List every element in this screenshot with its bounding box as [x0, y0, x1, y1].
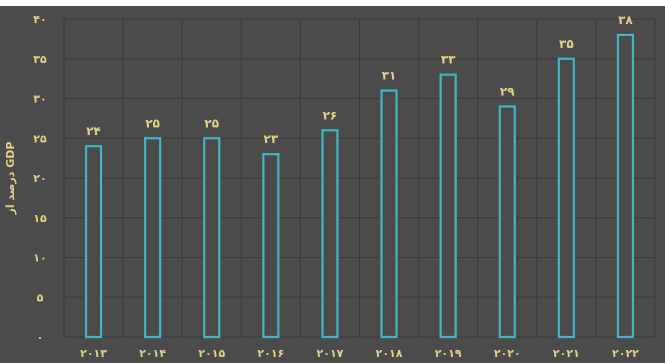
data-label: ۲۵ [204, 116, 219, 130]
data-label: ۲۴ [86, 124, 101, 138]
x-tick-label: ۲۰۲۲ [612, 347, 639, 360]
bar [262, 153, 280, 339]
x-tick-label: ۲۰۱۶ [257, 347, 284, 360]
chart-frame: ۲۴ ۲۵ ۲۵ ۲۳ ۲۶ ۳۱ ۳۳ ۲۹ ۳۵ ۳۸ ۰ ۵ ۱۰ ۱۵ ۲۰ ۲۵ ۳۰ ۳۵ ۴۰ ۲۰… [0, 6, 665, 363]
x-tick-label: ۲۰۱۵ [198, 347, 225, 360]
y-tick-label: ۵ [37, 291, 44, 304]
y-tick-label: ۰ [37, 331, 44, 344]
bar [380, 89, 398, 339]
x-axis-ticks: ۲۰۱۳ ۲۰۱۴ ۲۰۱۵ ۲۰۱۶ ۲۰۱۷ ۲۰۱۸ ۲۰۱۹ ۲۰۲۰ ۲۰۲۱ ۲۰۲۲ [80, 347, 639, 360]
data-label: ۳۳ [441, 53, 456, 67]
bar [557, 57, 575, 339]
data-label: ۳۸ [618, 13, 633, 27]
x-tick-label: ۲۰۱۴ [139, 347, 166, 360]
data-label: ۲۶ [323, 108, 338, 122]
x-tick-label: ۲۰۱۷ [317, 347, 344, 360]
data-label: ۳۱ [382, 69, 397, 83]
bar [439, 73, 457, 339]
y-tick-label: ۲۵ [33, 132, 47, 145]
bars [84, 33, 635, 339]
data-label: ۳۵ [559, 37, 574, 51]
bar [321, 129, 339, 339]
bar [144, 137, 162, 339]
y-tick-label: ۳۵ [33, 53, 47, 66]
x-tick-label: ۲۰۲۰ [494, 347, 521, 360]
x-tick-label: ۲۰۲۱ [553, 347, 580, 360]
bar-chart: ۲۴ ۲۵ ۲۵ ۲۳ ۲۶ ۳۱ ۳۳ ۲۹ ۳۵ ۳۸ ۰ ۵ ۱۰ ۱۵ ۲۰ ۲۵ ۳۰ ۳۵ ۴۰ ۲۰… [4, 13, 656, 360]
y-axis-label: درصد از GDP [4, 142, 17, 216]
data-label: ۲۵ [145, 116, 160, 130]
y-tick-label: ۲۰ [33, 172, 46, 185]
bar [84, 145, 103, 339]
y-axis-ticks: ۰ ۵ ۱۰ ۱۵ ۲۰ ۲۵ ۳۰ ۳۵ ۴۰ [33, 13, 47, 344]
y-tick-label: ۱۰ [33, 252, 46, 265]
y-tick-label: ۳۰ [33, 93, 46, 106]
data-labels: ۲۴ ۲۵ ۲۵ ۲۳ ۲۶ ۳۱ ۳۳ ۲۹ ۳۵ ۳۸ [86, 13, 633, 146]
bar [616, 33, 635, 339]
x-tick-label: ۲۰۱۳ [80, 347, 107, 360]
x-tick-label: ۲۰۱۸ [376, 347, 403, 360]
grid-lines [63, 18, 656, 338]
y-tick-label: ۱۵ [33, 212, 47, 225]
bar [498, 105, 516, 339]
data-label: ۲۳ [264, 132, 279, 146]
data-label: ۲۹ [500, 84, 515, 98]
y-tick-label: ۴۰ [33, 13, 46, 26]
bar [203, 137, 221, 339]
x-tick-label: ۲۰۱۹ [435, 347, 462, 360]
